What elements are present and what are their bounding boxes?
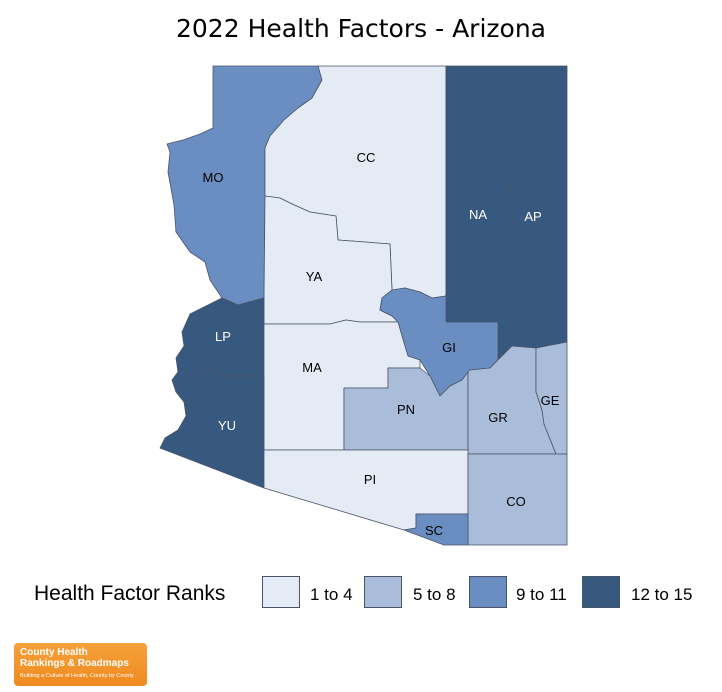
county-ge[interactable] bbox=[535, 341, 568, 455]
legend: Health Factor Ranks 1 to 4 5 to 8 9 to 1… bbox=[34, 574, 714, 614]
label-gi: GI bbox=[442, 340, 456, 355]
label-ap: AP bbox=[524, 209, 541, 224]
legend-swatch-5-8 bbox=[364, 576, 402, 608]
logo-line2: Rankings & Roadmaps bbox=[20, 658, 129, 669]
legend-swatch-1-4 bbox=[262, 576, 300, 608]
label-yu: YU bbox=[218, 418, 236, 433]
label-cc: CC bbox=[357, 150, 376, 165]
label-sc: SC bbox=[425, 523, 443, 538]
logo-line1: County Health bbox=[20, 647, 88, 658]
label-na: NA bbox=[469, 207, 487, 222]
label-lp: LP bbox=[215, 329, 231, 344]
label-mo: MO bbox=[203, 170, 224, 185]
label-pn: PN bbox=[397, 402, 415, 417]
county-sc[interactable] bbox=[403, 513, 469, 546]
legend-swatch-12-15 bbox=[582, 576, 620, 608]
legend-label-12-15: 12 to 15 bbox=[631, 585, 693, 604]
legend-swatch-9-11 bbox=[469, 576, 507, 608]
legend-label-5-8: 5 to 8 bbox=[413, 585, 456, 604]
label-pi: PI bbox=[364, 472, 376, 487]
legend-title: Health Factor Ranks bbox=[34, 582, 226, 605]
label-co: CO bbox=[506, 494, 526, 509]
legend-label-1-4: 1 to 4 bbox=[310, 585, 353, 604]
label-gr: GR bbox=[488, 410, 508, 425]
legend-label-9-11: 9 to 11 bbox=[516, 585, 567, 604]
label-ya: YA bbox=[306, 269, 323, 284]
logo-tagline: Building a Culture of Health, County by … bbox=[20, 673, 134, 679]
label-ma: MA bbox=[302, 360, 322, 375]
label-ge: GE bbox=[541, 393, 560, 408]
county-yu[interactable] bbox=[159, 369, 265, 489]
arizona-county-map: MO CC NA AP YA LP GI MA GE PN GR YU PI C… bbox=[159, 65, 568, 546]
map-title: 2022 Health Factors - Arizona bbox=[176, 14, 546, 43]
chrr-logo: County Health Rankings & Roadmaps Buildi… bbox=[14, 643, 147, 686]
